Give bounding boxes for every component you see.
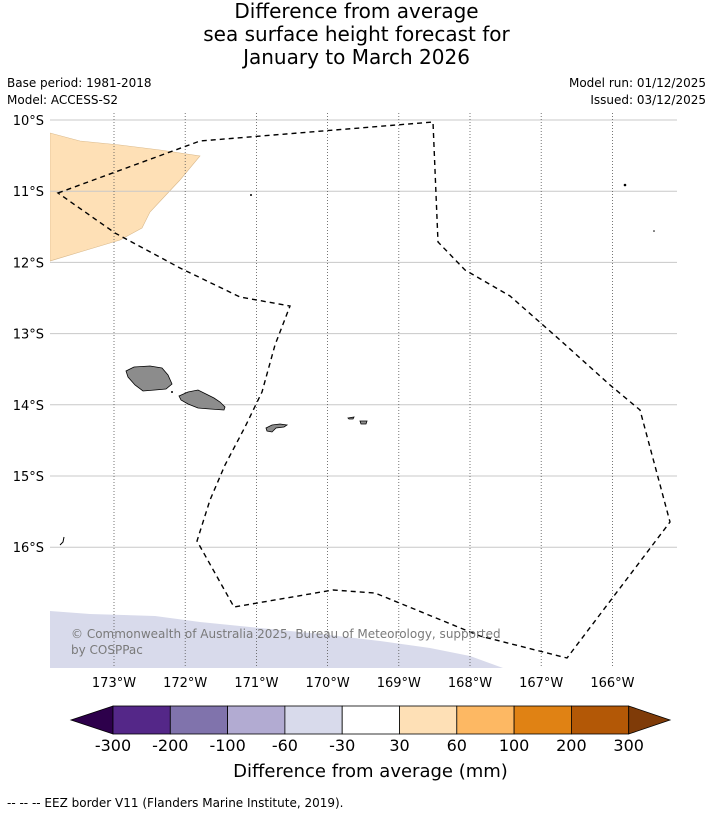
colorbar-under-arrow — [69, 705, 114, 735]
colorbar-segment — [456, 705, 515, 735]
colorbar-tick-label: -100 — [209, 736, 245, 755]
lon-tick-label: 169°W — [377, 676, 421, 691]
lon-tick-label: 167°W — [519, 676, 563, 691]
islet-5 — [59, 536, 65, 546]
lat-tick-label: 12°S — [13, 256, 44, 271]
colorbar-segment — [571, 705, 630, 735]
colorbar-segment — [227, 705, 286, 735]
lon-tick-label: 173°W — [92, 676, 136, 691]
map-plot-area — [50, 113, 677, 668]
positive-anomaly-patch — [50, 132, 201, 262]
title-line-3: January to March 2026 — [243, 45, 470, 69]
issued-date: Issued: 03/12/2025 — [590, 93, 706, 107]
colorbar-tick-label: -60 — [272, 736, 298, 755]
negative-anomaly-patch — [50, 611, 503, 668]
colorbar-tick-label: 30 — [389, 736, 409, 755]
islet-1 — [250, 194, 252, 196]
latitude-labels: 10°S 11°S 12°S 13°S 14°S 15°S 16°S — [13, 114, 44, 556]
eez-legend-note: -- -- -- EEZ border V11 (Flanders Marine… — [7, 796, 344, 810]
island-manua-1 — [347, 416, 355, 420]
island-upolu — [178, 389, 226, 411]
colorbar-segment — [513, 705, 572, 735]
meta-left: Base period: 1981-2018 Model: ACCESS-S2 — [7, 75, 152, 109]
lat-tick-label: 16°S — [13, 541, 44, 556]
colorbar-tick-label: 100 — [499, 736, 530, 755]
island-savaii — [125, 365, 173, 392]
colorbar-title: Difference from average (mm) — [233, 761, 508, 782]
colorbar-tick-label: -200 — [152, 736, 188, 755]
model-run: Model run: 01/12/2025 — [568, 76, 706, 90]
colorbar-segment — [341, 705, 400, 735]
base-period: Base period: 1981-2018 — [7, 76, 152, 90]
lat-tick-label: 14°S — [13, 399, 44, 414]
model-name: Model: ACCESS-S2 — [7, 93, 119, 107]
lat-tick-label: 10°S — [13, 114, 44, 129]
lon-tick-label: 168°W — [448, 676, 492, 691]
colorbar-segment — [399, 705, 458, 735]
colorbar-tick-label: -300 — [95, 736, 131, 755]
eez-border — [56, 121, 671, 659]
islet-4 — [171, 391, 173, 393]
longitude-labels: 173°W 172°W 171°W 170°W 169°W 168°W 167°W 166°W — [92, 676, 635, 691]
title-line-1: Difference from average — [234, 0, 479, 23]
lat-tick-label: 13°S — [13, 328, 44, 343]
lat-tick-label: 11°S — [13, 185, 44, 200]
meta-right: Model run: 01/12/2025 Issued: 03/12/2025 — [569, 75, 706, 109]
colorbar-segment — [112, 705, 171, 735]
title-line-2: sea surface height forecast for — [203, 22, 510, 46]
lon-tick-label: 171°W — [234, 676, 278, 691]
colorbar: -300 -200 -100 -60 -30 30 60 100 200 300 — [69, 705, 672, 755]
colorbar-tick-label: 200 — [556, 736, 587, 755]
colorbar-segment — [169, 705, 229, 735]
lon-tick-label: 166°W — [590, 676, 634, 691]
island-manua-2 — [359, 420, 368, 425]
colorbar-segment — [284, 705, 343, 735]
gridlines — [50, 113, 677, 668]
lon-tick-label: 170°W — [306, 676, 350, 691]
colorbar-tick-label: -30 — [329, 736, 355, 755]
colorbar-tick-label: 300 — [613, 736, 644, 755]
lon-tick-label: 172°W — [163, 676, 207, 691]
island-tutuila — [265, 423, 289, 433]
lat-tick-label: 15°S — [13, 470, 44, 485]
colorbar-tick-label: 60 — [447, 736, 467, 755]
map-title: Difference from average sea surface heig… — [0, 0, 713, 69]
colorbar-over-arrow — [628, 705, 672, 735]
islet-2 — [623, 183, 627, 187]
copyright-notice: © Commonwealth of Australia 2025, Bureau… — [71, 627, 501, 657]
islet-3 — [653, 230, 655, 232]
